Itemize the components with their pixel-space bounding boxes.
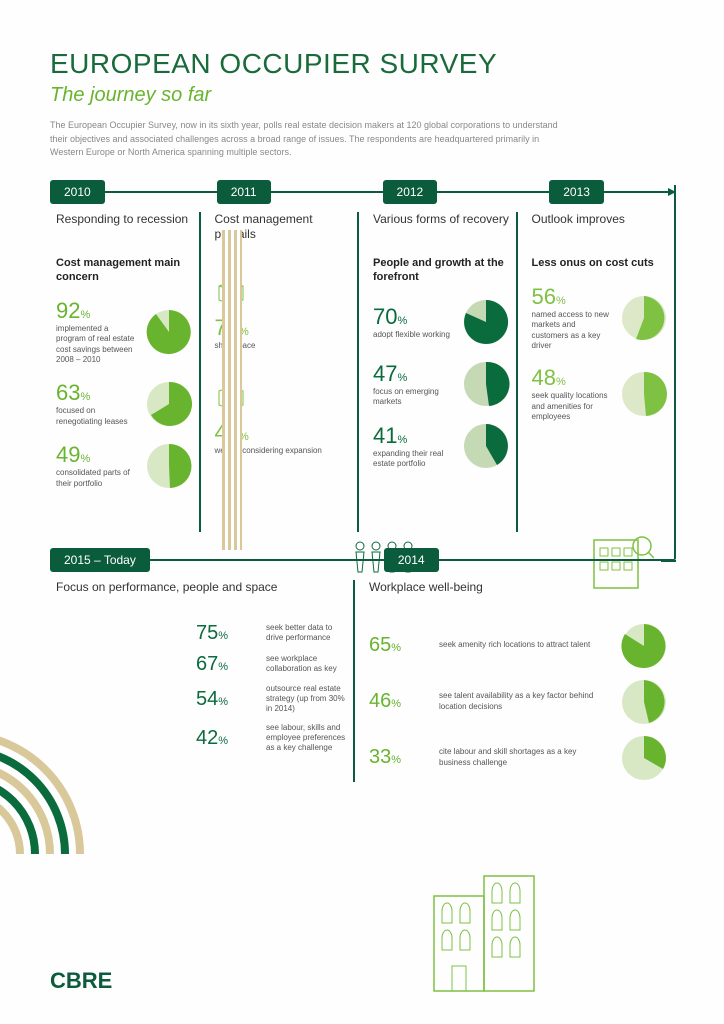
stat-pct: 92 <box>56 298 80 323</box>
pie-icon <box>462 360 510 408</box>
stat-text: named access to new markets and customer… <box>532 310 613 352</box>
year-tab-2011: 2011 <box>217 180 271 204</box>
stat-text: seek better data to drive performance <box>266 623 347 644</box>
year-tab-2014: 2014 <box>384 548 439 572</box>
pie-icon <box>145 308 193 356</box>
stat-pct: 54 <box>196 688 218 710</box>
col-2010: Responding to recession Cost management … <box>50 212 201 532</box>
stat-text: implemented a program of real estate cos… <box>56 324 137 366</box>
stat-pct: 47 <box>373 361 397 386</box>
stat-pct: 75 <box>196 622 218 644</box>
stat-pct: 41 <box>373 423 397 448</box>
logo: CBRE <box>50 968 112 994</box>
stat-text: outsource real estate strategy (up from … <box>266 684 347 715</box>
col-head: Various forms of recovery <box>373 212 510 246</box>
pie-icon <box>462 298 510 346</box>
year-tab-2015: 2015 – Today <box>50 548 150 572</box>
pie-icon <box>620 734 668 782</box>
stat-text: expanding their real estate portfolio <box>373 449 454 470</box>
year-tab-2013: 2013 <box>549 180 604 204</box>
pie-icon <box>145 442 193 490</box>
pie-icon <box>462 422 510 470</box>
year-tab-2012: 2012 <box>383 180 438 204</box>
stat-pct: 46 <box>369 690 391 712</box>
stat-text: cite labour and skill shortages as a key… <box>439 747 610 768</box>
col-head: Focus on performance, people and space <box>56 580 347 614</box>
col-head: Responding to recession <box>56 212 193 246</box>
stat-pct: 33 <box>369 746 391 768</box>
building-icon <box>424 866 564 996</box>
stat-text: adopt flexible working <box>373 330 454 340</box>
stat-pct: 65 <box>369 634 391 656</box>
stat-pct: 67 <box>196 653 218 675</box>
stat-pct: 49 <box>56 442 80 467</box>
stat-pct: 42 <box>196 727 218 749</box>
stat-text: focused on renegotiating leases <box>56 406 137 427</box>
pie-icon <box>620 294 668 342</box>
col-sub: Less onus on cost cuts <box>532 256 669 270</box>
col-2013: Outlook improves Less onus on cost cuts … <box>526 212 675 532</box>
stat-pct: 56 <box>532 284 556 309</box>
stat-text: see labour, skills and employee preferen… <box>266 723 347 754</box>
stat-pct: 63 <box>56 380 80 405</box>
pie-icon <box>620 370 668 418</box>
stat-text: seek quality locations and amenities for… <box>532 391 613 422</box>
col-sub: People and growth at the forefront <box>373 256 510 285</box>
stat-text: see talent availability as a key factor … <box>439 691 610 712</box>
col-head: Outlook improves <box>532 212 669 246</box>
year-tab-2010: 2010 <box>50 180 105 204</box>
col-2014: Workplace well-being 65% seek amenity ri… <box>363 580 674 782</box>
pie-icon <box>620 678 668 726</box>
decorative-stripes <box>222 230 242 550</box>
stat-text: focus on emerging markets <box>373 387 454 408</box>
stat-text: seek amenity rich locations to attract t… <box>439 640 610 650</box>
pie-icon <box>620 622 668 670</box>
pie-icon <box>145 380 193 428</box>
page-subtitle: The journey so far <box>50 84 674 107</box>
timeline-border <box>674 185 676 560</box>
stat-text: consolidated parts of their portfolio <box>56 468 137 489</box>
intro-text: The European Occupier Survey, now in its… <box>50 119 570 160</box>
timeline: 2010 2011 2012 2013 Responding to recess… <box>50 180 674 782</box>
stat-pct: 70 <box>373 304 397 329</box>
col-2012: Various forms of recovery People and gro… <box>367 212 518 532</box>
col-sub: Cost management main concern <box>56 256 193 285</box>
arcs-icon <box>0 714 140 934</box>
stat-text: see workplace collaboration as key <box>266 654 347 675</box>
stat-pct: 48 <box>532 365 556 390</box>
page-title: EUROPEAN OCCUPIER SURVEY <box>50 48 674 80</box>
